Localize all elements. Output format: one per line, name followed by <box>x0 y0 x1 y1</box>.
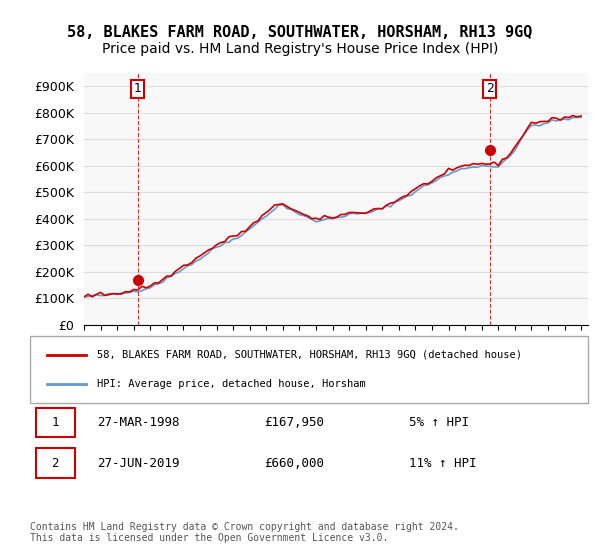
Text: 11% ↑ HPI: 11% ↑ HPI <box>409 457 477 470</box>
Text: 2: 2 <box>486 82 494 95</box>
Text: £660,000: £660,000 <box>265 457 325 470</box>
Text: 27-JUN-2019: 27-JUN-2019 <box>97 457 179 470</box>
Text: 27-MAR-1998: 27-MAR-1998 <box>97 416 179 429</box>
Text: Contains HM Land Registry data © Crown copyright and database right 2024.
This d: Contains HM Land Registry data © Crown c… <box>30 521 459 543</box>
Text: £167,950: £167,950 <box>265 416 325 429</box>
Text: 5% ↑ HPI: 5% ↑ HPI <box>409 416 469 429</box>
FancyBboxPatch shape <box>30 336 588 403</box>
FancyBboxPatch shape <box>35 408 74 437</box>
Text: 2: 2 <box>52 457 59 470</box>
Text: 58, BLAKES FARM ROAD, SOUTHWATER, HORSHAM, RH13 9GQ: 58, BLAKES FARM ROAD, SOUTHWATER, HORSHA… <box>67 25 533 40</box>
Text: HPI: Average price, detached house, Horsham: HPI: Average price, detached house, Hors… <box>97 379 366 389</box>
Text: 1: 1 <box>134 82 142 95</box>
Text: Price paid vs. HM Land Registry's House Price Index (HPI): Price paid vs. HM Land Registry's House … <box>102 42 498 56</box>
Text: 58, BLAKES FARM ROAD, SOUTHWATER, HORSHAM, RH13 9GQ (detached house): 58, BLAKES FARM ROAD, SOUTHWATER, HORSHA… <box>97 350 522 360</box>
FancyBboxPatch shape <box>35 449 74 478</box>
Text: 1: 1 <box>52 416 59 429</box>
